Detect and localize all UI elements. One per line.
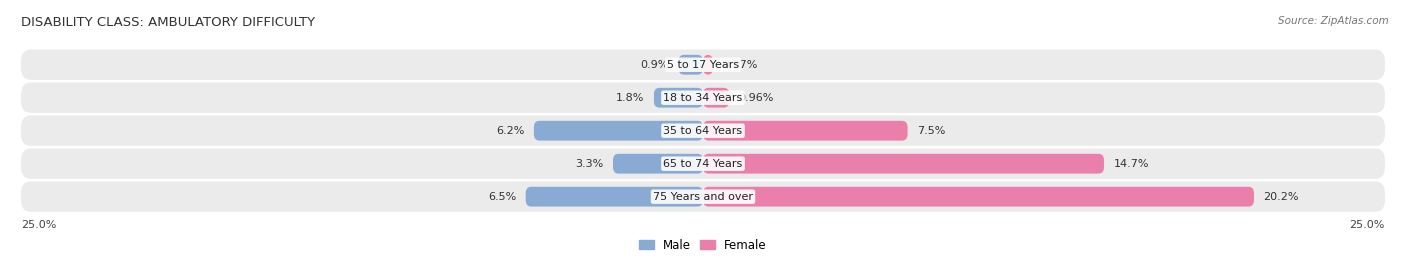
Text: 0.96%: 0.96%: [738, 93, 775, 103]
Text: 6.5%: 6.5%: [488, 192, 516, 202]
Text: DISABILITY CLASS: AMBULATORY DIFFICULTY: DISABILITY CLASS: AMBULATORY DIFFICULTY: [21, 16, 315, 29]
FancyBboxPatch shape: [703, 154, 1104, 174]
FancyBboxPatch shape: [21, 148, 1385, 179]
Text: 0.9%: 0.9%: [641, 60, 669, 70]
Text: Source: ZipAtlas.com: Source: ZipAtlas.com: [1278, 16, 1389, 26]
Text: 3.3%: 3.3%: [575, 159, 603, 169]
Text: 65 to 74 Years: 65 to 74 Years: [664, 159, 742, 169]
Text: 25.0%: 25.0%: [1350, 220, 1385, 230]
Text: 5 to 17 Years: 5 to 17 Years: [666, 60, 740, 70]
Text: 20.2%: 20.2%: [1264, 192, 1299, 202]
FancyBboxPatch shape: [654, 88, 703, 108]
FancyBboxPatch shape: [21, 181, 1385, 212]
Text: 1.8%: 1.8%: [616, 93, 644, 103]
FancyBboxPatch shape: [526, 187, 703, 207]
FancyBboxPatch shape: [703, 88, 730, 108]
Text: 18 to 34 Years: 18 to 34 Years: [664, 93, 742, 103]
FancyBboxPatch shape: [21, 50, 1385, 80]
Legend: Male, Female: Male, Female: [640, 239, 766, 252]
Text: 14.7%: 14.7%: [1114, 159, 1149, 169]
Text: 75 Years and over: 75 Years and over: [652, 192, 754, 202]
FancyBboxPatch shape: [21, 83, 1385, 113]
Text: 0.37%: 0.37%: [723, 60, 758, 70]
Text: 6.2%: 6.2%: [496, 126, 524, 136]
FancyBboxPatch shape: [613, 154, 703, 174]
FancyBboxPatch shape: [703, 121, 908, 141]
FancyBboxPatch shape: [534, 121, 703, 141]
Text: 35 to 64 Years: 35 to 64 Years: [664, 126, 742, 136]
FancyBboxPatch shape: [21, 116, 1385, 146]
Text: 25.0%: 25.0%: [21, 220, 56, 230]
FancyBboxPatch shape: [679, 55, 703, 75]
Text: 7.5%: 7.5%: [917, 126, 945, 136]
FancyBboxPatch shape: [703, 187, 1254, 207]
FancyBboxPatch shape: [703, 55, 713, 75]
